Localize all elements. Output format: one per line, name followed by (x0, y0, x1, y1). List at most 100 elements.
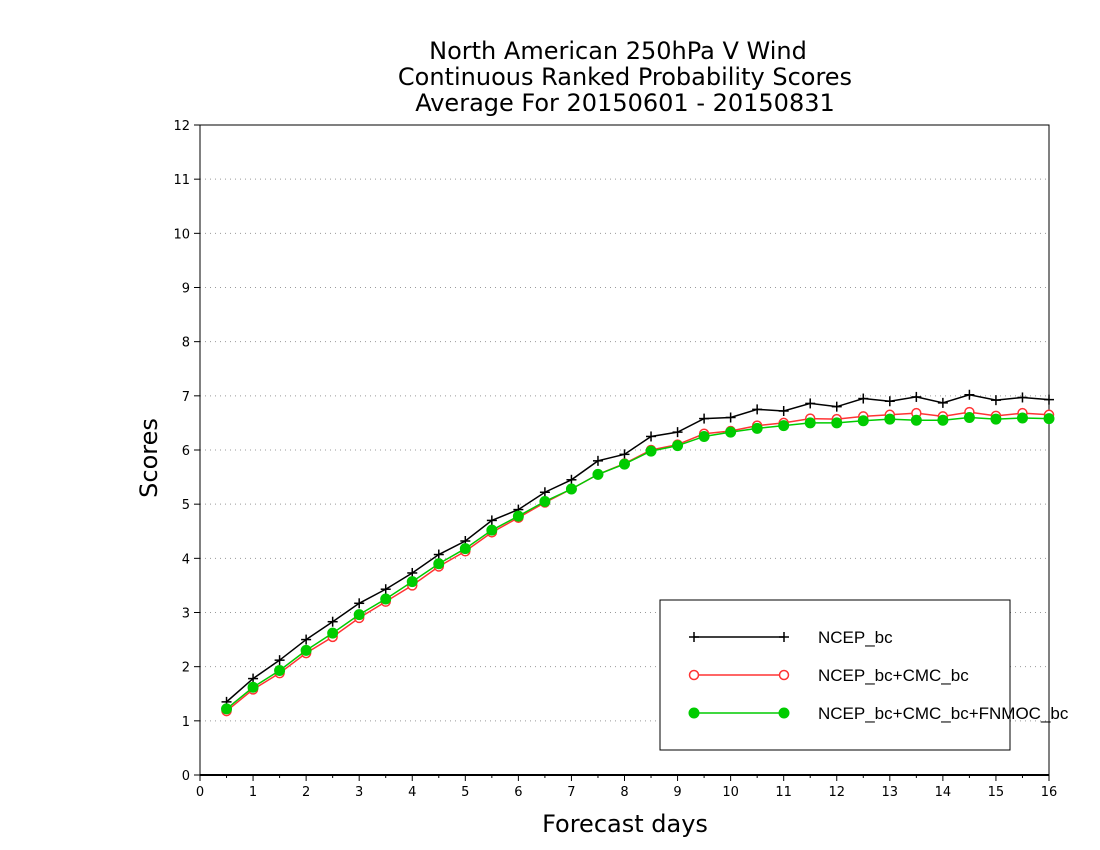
y-tick-label-7: 7 (182, 390, 190, 405)
y-tick-label-10: 10 (173, 227, 190, 242)
x-tick-label-10: 10 (722, 785, 739, 800)
data-point-ncep-bc-cmc-bc-fnmoc-bc-20 (751, 422, 763, 434)
data-point-ncep-bc-20 (752, 404, 763, 415)
data-point-ncep-bc-2 (274, 655, 285, 666)
x-tick-label-11: 11 (775, 785, 792, 800)
legend: NCEP_bc NCEP_bc+CMC_bc NCEP_bc+CMC_bc+FNMO… (659, 599, 1069, 751)
data-point-ncep-bc-16 (646, 431, 657, 442)
y-tick-label-6: 6 (182, 444, 190, 459)
data-point-ncep-bc-cmc-bc-fnmoc-bc-18 (698, 430, 710, 442)
x-tick-label-15: 15 (988, 785, 1005, 800)
chart-title-line-2: Continuous Ranked Probability Scores (398, 63, 852, 91)
legend-label-ncep-bc-cmc-bc-fnmoc-bc: NCEP_bc+CMC_bc+FNMOC_bc (818, 704, 1069, 723)
data-point-ncep-bc-19 (725, 412, 736, 423)
x-tick-label-3: 3 (355, 785, 363, 800)
data-point-ncep-bc-cmc-bc-fnmoc-bc-17 (672, 440, 684, 452)
data-point-ncep-bc-29 (990, 395, 1001, 406)
data-point-ncep-bc-28 (964, 389, 975, 400)
data-point-ncep-bc-cmc-bc-fnmoc-bc-2 (274, 664, 286, 676)
data-point-ncep-bc-cmc-bc-fnmoc-bc-11 (512, 510, 524, 522)
y-tick-label-8: 8 (182, 336, 190, 351)
data-point-ncep-bc-cmc-bc-fnmoc-bc-25 (884, 413, 896, 425)
data-point-ncep-bc-27 (937, 397, 948, 408)
data-point-ncep-bc-cmc-bc-fnmoc-bc-10 (486, 524, 498, 536)
data-point-ncep-bc-cmc-bc-fnmoc-bc-27 (937, 414, 949, 426)
x-tick-label-13: 13 (882, 785, 899, 800)
x-tick-label-12: 12 (828, 785, 845, 800)
data-point-ncep-bc-14 (592, 455, 603, 466)
data-point-ncep-bc-cmc-bc-fnmoc-bc-9 (459, 543, 471, 555)
data-point-ncep-bc-26 (911, 391, 922, 402)
data-point-ncep-bc-18 (699, 413, 710, 424)
data-point-ncep-bc-30 (1017, 392, 1028, 403)
legend-label-ncep-bc-cmc-bc: NCEP_bc+CMC_bc (818, 666, 969, 685)
legend-marker-start-ncep-bc-cmc-bc-fnmoc-bc (688, 707, 700, 719)
data-point-ncep-bc-4 (327, 616, 338, 627)
data-point-ncep-bc-cmc-bc-fnmoc-bc-26 (910, 414, 922, 426)
data-point-ncep-bc-cmc-bc-fnmoc-bc-30 (1016, 412, 1028, 424)
legend-marker-start-ncep-bc-cmc-bc (688, 669, 700, 681)
x-tick-label-0: 0 (196, 785, 204, 800)
data-point-ncep-bc-15 (619, 449, 630, 460)
y-tick-label-12: 12 (173, 119, 190, 134)
x-tick-label-14: 14 (935, 785, 952, 800)
y-tick-label-3: 3 (182, 607, 190, 622)
data-point-ncep-bc-cmc-bc-fnmoc-bc-5 (353, 609, 365, 621)
x-tick-label-9: 9 (673, 785, 681, 800)
data-point-ncep-bc-cmc-bc-fnmoc-bc-7 (406, 576, 418, 588)
data-point-ncep-bc-21 (778, 406, 789, 416)
data-point-ncep-bc-cmc-bc-fnmoc-bc-13 (565, 483, 577, 495)
data-point-ncep-bc-5 (354, 598, 365, 609)
chart-titles: North American 250hPa V Wind Continuous … (398, 37, 852, 117)
legend-item-ncep-bc-cmc-bc: NCEP_bc+CMC_bc (688, 666, 969, 685)
data-point-ncep-bc-cmc-bc-fnmoc-bc-14 (592, 468, 604, 480)
y-tick-label-9: 9 (182, 282, 190, 297)
data-point-ncep-bc-cmc-bc-fnmoc-bc-22 (804, 417, 816, 429)
data-point-ncep-bc-17 (672, 427, 683, 438)
data-point-ncep-bc-cmc-bc-fnmoc-bc-21 (778, 420, 790, 432)
legend-label-ncep-bc: NCEP_bc (818, 628, 893, 647)
y-tick-label-0: 0 (182, 769, 190, 784)
x-axis-label: Forecast days (542, 810, 708, 838)
data-point-ncep-bc-cmc-bc-fnmoc-bc-1 (247, 681, 259, 693)
data-point-ncep-bc-cmc-bc-fnmoc-bc-24 (857, 415, 869, 427)
series-layer (221, 389, 1055, 717)
y-axis-label: Scores (135, 418, 163, 498)
data-point-ncep-bc-cmc-bc-fnmoc-bc-23 (831, 417, 843, 429)
y-tick-label-4: 4 (182, 552, 190, 567)
y-tick-label-5: 5 (182, 498, 190, 513)
data-point-ncep-bc-cmc-bc-fnmoc-bc-31 (1043, 413, 1055, 425)
chart-title-line-1: North American 250hPa V Wind (429, 37, 807, 65)
data-point-ncep-bc-cmc-bc-fnmoc-bc-12 (539, 495, 551, 507)
y-tick-label-2: 2 (182, 661, 190, 676)
x-tick-label-8: 8 (620, 785, 628, 800)
data-point-ncep-bc-cmc-bc-fnmoc-bc-29 (990, 413, 1002, 425)
data-point-ncep-bc-cmc-bc-fnmoc-bc-28 (963, 412, 975, 423)
legend-item-ncep-bc-cmc-bc-fnmoc-bc: NCEP_bc+CMC_bc+FNMOC_bc (688, 704, 1069, 723)
x-tick-label-16: 16 (1041, 785, 1058, 800)
y-tick-label-11: 11 (173, 173, 190, 188)
x-tick-label-7: 7 (567, 785, 575, 800)
x-tick-label-4: 4 (408, 785, 416, 800)
data-point-ncep-bc-12 (539, 487, 550, 498)
data-point-ncep-bc-22 (805, 398, 816, 409)
data-point-ncep-bc-6 (380, 584, 391, 595)
data-point-ncep-bc-cmc-bc-fnmoc-bc-15 (619, 458, 630, 470)
data-point-ncep-bc-24 (858, 393, 869, 404)
data-point-ncep-bc-cmc-bc-fnmoc-bc-8 (433, 558, 445, 570)
x-tick-label-5: 5 (461, 785, 469, 800)
y-tick-label-1: 1 (182, 715, 190, 730)
x-tick-label-6: 6 (514, 785, 522, 800)
legend-marker-end-ncep-bc-cmc-bc (778, 669, 790, 681)
x-tick-label-1: 1 (249, 785, 257, 800)
data-point-ncep-bc-13 (566, 474, 577, 485)
legend-marker-end-ncep-bc (779, 632, 789, 642)
legend-marker-end-ncep-bc-cmc-bc-fnmoc-bc (778, 707, 790, 719)
legend-item-ncep-bc: NCEP_bc (689, 628, 893, 647)
data-point-ncep-bc-cmc-bc-fnmoc-bc-0 (221, 703, 233, 715)
series-ncep-bc-cmc-bc-fnmoc-bc (221, 412, 1055, 715)
data-point-ncep-bc-31 (1044, 394, 1054, 405)
data-point-ncep-bc-cmc-bc-fnmoc-bc-3 (300, 644, 312, 656)
